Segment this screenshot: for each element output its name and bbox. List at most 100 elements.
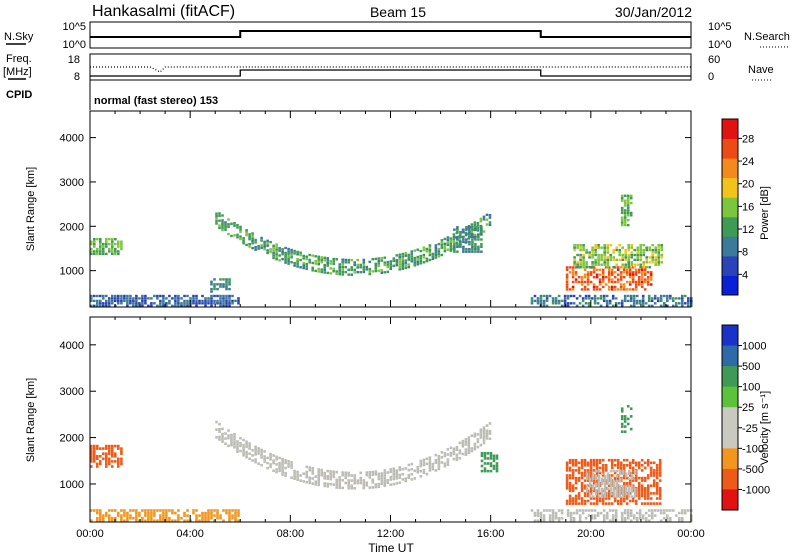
data-cell xyxy=(171,509,174,512)
data-cell xyxy=(633,495,637,498)
power-colorbar-label: Power [dB] xyxy=(759,186,771,240)
data-cell xyxy=(401,467,405,471)
colorbar-segment xyxy=(722,448,738,470)
data-cell xyxy=(114,299,117,303)
data-cell xyxy=(640,278,644,281)
data-cell xyxy=(129,294,132,298)
data-cell xyxy=(251,232,254,235)
data-cell xyxy=(588,253,591,257)
data-cell xyxy=(222,302,225,305)
data-cell xyxy=(595,479,599,482)
data-cell xyxy=(359,479,362,482)
data-cell xyxy=(479,433,483,437)
data-cell xyxy=(102,302,105,305)
data-cell xyxy=(93,242,96,246)
data-cell xyxy=(236,445,239,448)
data-cell xyxy=(284,246,287,250)
data-cell xyxy=(637,484,641,487)
data-cell xyxy=(434,256,438,259)
data-cell xyxy=(634,285,638,289)
data-cell xyxy=(320,256,323,259)
data-cell xyxy=(213,283,216,286)
data-cell xyxy=(602,519,606,522)
data-cell xyxy=(585,261,588,264)
data-cell xyxy=(102,252,105,256)
data-cell xyxy=(648,266,651,269)
data-cell xyxy=(425,247,429,251)
data-cell xyxy=(533,299,537,303)
data-cell xyxy=(353,476,356,480)
data-cell xyxy=(642,244,645,247)
data-cell xyxy=(99,240,102,243)
data-cell xyxy=(413,264,417,267)
data-cell xyxy=(629,194,633,197)
data-cell xyxy=(630,256,633,259)
data-cell xyxy=(651,248,654,252)
data-cell xyxy=(589,497,593,500)
data-cell xyxy=(545,509,549,512)
data-cell xyxy=(574,494,578,498)
data-cell xyxy=(383,471,387,475)
data-cell xyxy=(565,481,569,485)
data-cell xyxy=(201,514,204,517)
data-cell xyxy=(335,478,338,482)
data-cell xyxy=(308,476,311,480)
data-cell xyxy=(486,469,490,473)
data-cell xyxy=(126,514,129,517)
data-cell xyxy=(150,514,153,517)
data-cell xyxy=(623,211,627,215)
data-cell xyxy=(557,299,561,303)
data-cell xyxy=(468,226,471,229)
data-cell xyxy=(620,216,624,219)
data-cell xyxy=(347,474,350,477)
data-cell xyxy=(434,461,438,464)
data-cell xyxy=(123,514,126,517)
data-cell xyxy=(111,465,114,468)
data-cell xyxy=(598,471,602,475)
data-cell xyxy=(580,484,584,487)
data-cell xyxy=(596,511,600,515)
data-cell xyxy=(144,294,147,298)
data-cell xyxy=(105,245,108,248)
data-cell xyxy=(216,514,219,517)
data-cell xyxy=(568,481,572,485)
data-cell xyxy=(575,511,579,515)
data-cell xyxy=(623,299,627,303)
data-cell xyxy=(600,490,604,493)
data-cell xyxy=(580,481,584,485)
data-cell xyxy=(296,253,299,256)
data-cell xyxy=(120,294,123,298)
data-cell xyxy=(652,479,656,482)
colorbar-segment xyxy=(722,366,738,388)
data-cell xyxy=(311,472,314,475)
data-cell xyxy=(278,254,281,257)
data-cell xyxy=(216,299,219,303)
data-cell xyxy=(625,502,629,505)
data-cell xyxy=(646,476,650,480)
data-cell xyxy=(655,476,659,480)
data-cell xyxy=(612,266,615,269)
data-cell xyxy=(177,519,180,522)
data-cell xyxy=(251,239,254,242)
data-cell xyxy=(633,472,637,475)
data-cell xyxy=(341,273,344,276)
data-cell xyxy=(383,479,387,482)
data-cell xyxy=(174,297,177,300)
data-cell xyxy=(630,477,634,481)
data-cell xyxy=(648,246,651,249)
data-cell xyxy=(595,285,599,289)
nave-tick-top: 60 xyxy=(708,54,720,66)
data-cell xyxy=(577,471,581,475)
data-cell xyxy=(350,258,353,262)
data-cell xyxy=(162,514,165,517)
data-cell xyxy=(620,410,624,413)
data-cell xyxy=(598,458,602,462)
data-cell xyxy=(434,244,438,247)
data-cell xyxy=(296,258,299,261)
data-cell xyxy=(586,283,590,286)
colorbar-segment xyxy=(722,138,738,159)
data-cell xyxy=(574,469,578,472)
data-cell xyxy=(422,248,426,252)
data-cell xyxy=(93,250,96,253)
data-cell xyxy=(299,251,302,254)
